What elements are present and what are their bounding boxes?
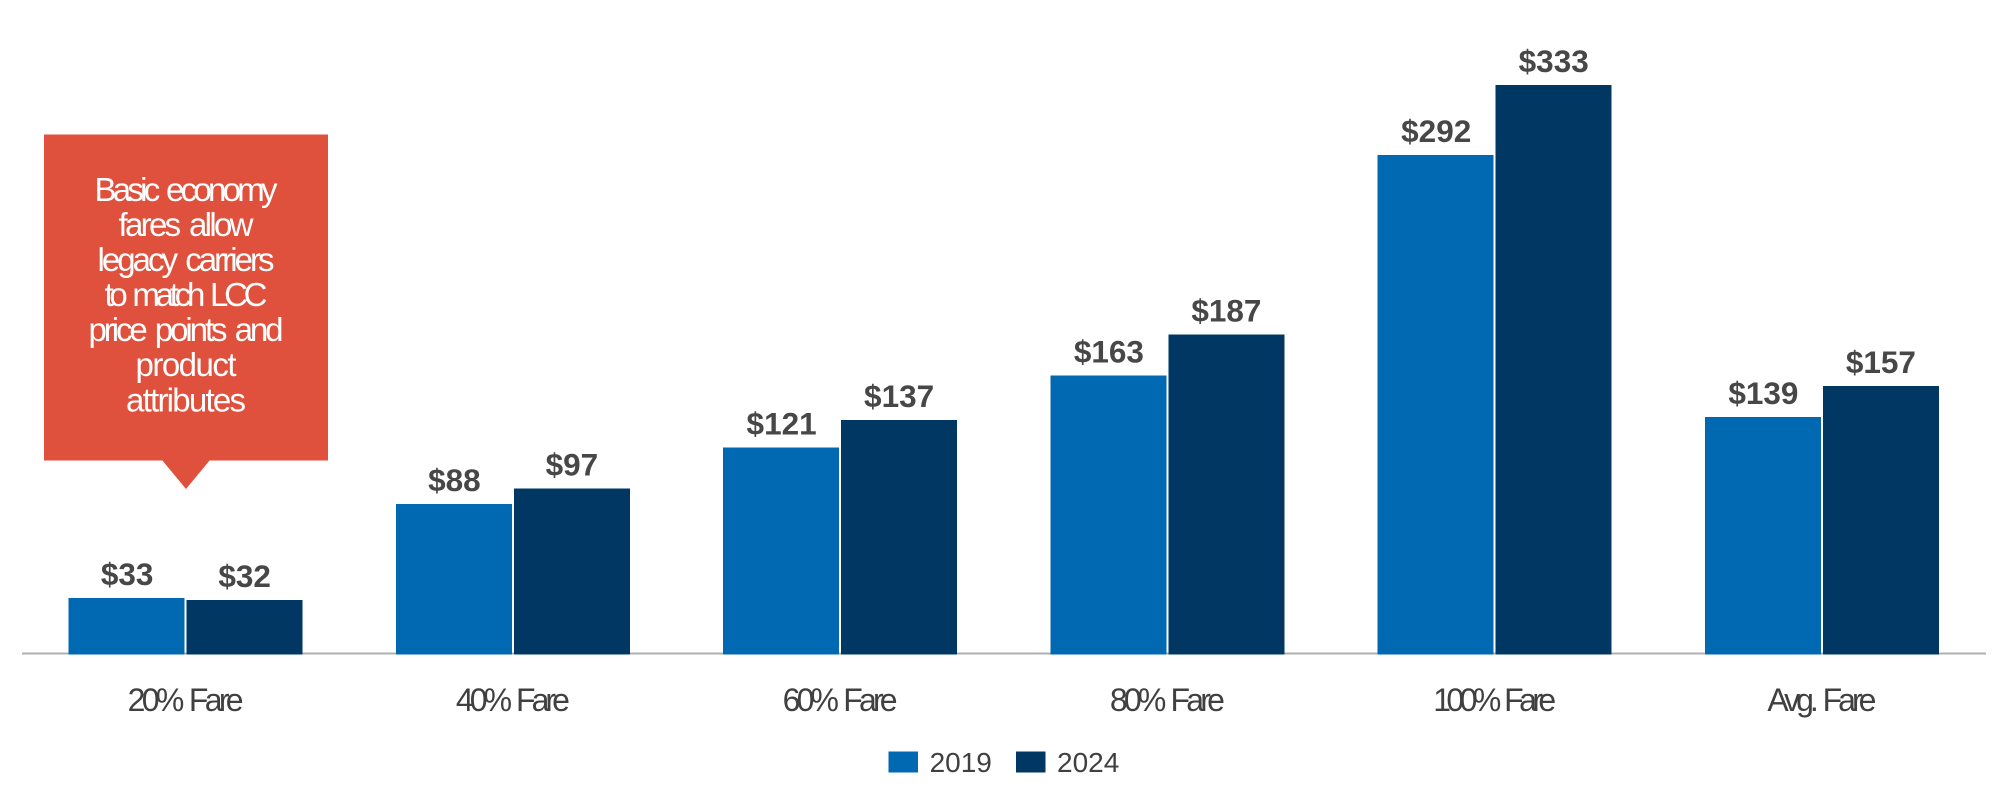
svg-text:price points and: price points and [89,311,284,348]
svg-text:$137: $137 [864,378,934,414]
svg-text:$33: $33 [101,556,154,592]
svg-text:$292: $292 [1401,113,1471,149]
svg-text:2019: 2019 [930,747,992,778]
svg-text:$97: $97 [546,447,599,483]
svg-text:$88: $88 [428,462,481,498]
svg-text:$139: $139 [1728,375,1798,411]
svg-text:to match LCC: to match LCC [105,276,268,313]
svg-text:80% Fare: 80% Fare [1110,682,1225,718]
svg-text:$163: $163 [1074,334,1144,370]
svg-text:$121: $121 [747,406,817,442]
svg-text:Basic economy: Basic economy [95,171,279,208]
svg-text:100% Fare: 100% Fare [1433,682,1556,718]
svg-text:40% Fare: 40% Fare [456,682,570,718]
svg-text:$32: $32 [218,558,271,594]
svg-text:attributes: attributes [126,382,246,419]
svg-text:$187: $187 [1191,293,1261,329]
svg-text:product: product [136,346,237,383]
svg-text:$157: $157 [1846,344,1916,380]
svg-text:$333: $333 [1519,43,1589,79]
svg-text:20% Fare: 20% Fare [128,682,244,718]
svg-text:fares allow: fares allow [119,206,254,243]
svg-text:2024: 2024 [1057,747,1119,778]
svg-text:legacy carriers: legacy carriers [98,241,275,278]
svg-text:Avg. Fare: Avg. Fare [1767,682,1876,718]
svg-text:60% Fare: 60% Fare [783,682,898,718]
